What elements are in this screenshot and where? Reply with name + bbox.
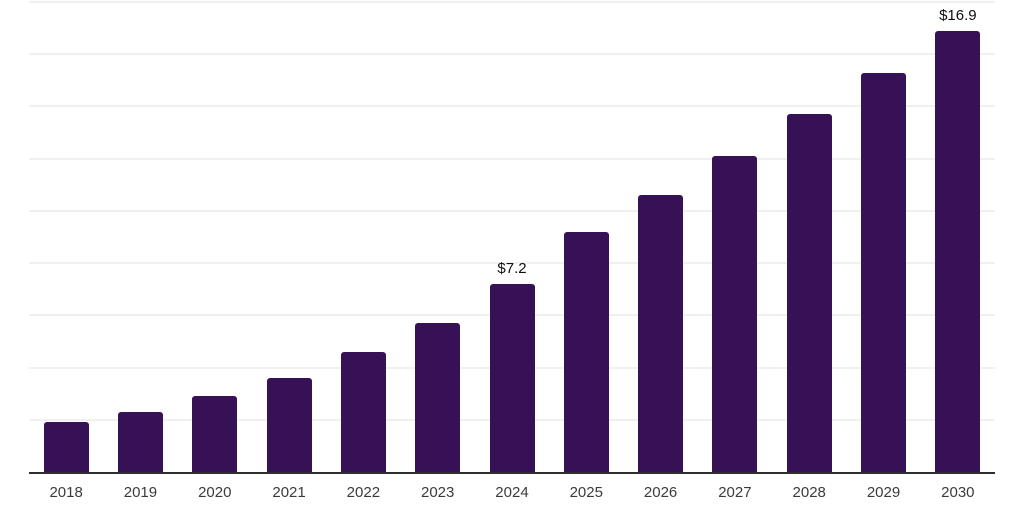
value-label-2030: $16.9 [939, 6, 977, 24]
bar-2028 [786, 114, 832, 472]
x-tick-label-2019: 2019 [123, 484, 158, 501]
bar-2019 [117, 411, 163, 472]
bar-2022 [340, 351, 386, 472]
x-tick-label-2024: 2024 [495, 484, 529, 501]
x-tick-label-2028: 2028 [792, 484, 826, 501]
x-tick-label-2022: 2022 [346, 484, 381, 501]
x-tick-label-2025: 2025 [569, 484, 603, 501]
bar-2027 [712, 156, 758, 472]
gridline [29, 1, 995, 3]
bar-2030 [935, 30, 981, 472]
bar-2018 [43, 422, 89, 472]
x-tick-label-2018: 2018 [49, 484, 83, 501]
gridline [29, 157, 995, 160]
value-label-2024: $7.2 [497, 260, 527, 277]
x-tick-label-2026: 2026 [643, 484, 678, 501]
bar-2023 [415, 323, 461, 472]
gridline [29, 105, 995, 108]
x-tick-label-2030: 2030 [941, 484, 975, 501]
bar-2021 [266, 378, 312, 472]
x-tick-label-2020: 2020 [198, 484, 232, 501]
x-tick-label-2027: 2027 [718, 484, 752, 501]
gridline [29, 262, 995, 265]
bar-2020 [192, 396, 238, 472]
bar-2024 [489, 284, 535, 472]
gridline [29, 53, 995, 56]
bar-2029 [861, 72, 907, 472]
x-tick-label-2021: 2021 [272, 484, 306, 501]
x-tick-label-2023: 2023 [420, 484, 455, 501]
gridline [29, 209, 995, 212]
bar-2026 [638, 195, 684, 472]
x-tick-label-2029: 2029 [866, 484, 901, 501]
x-axis-line [29, 472, 995, 474]
bar-2025 [563, 231, 609, 472]
